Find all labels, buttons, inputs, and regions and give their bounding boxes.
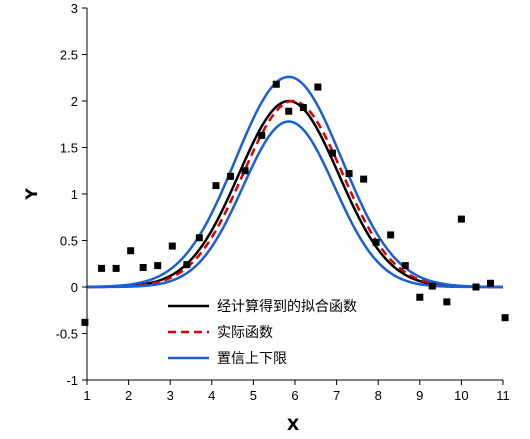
data-point (472, 283, 480, 291)
data-point (195, 234, 203, 242)
data-point (168, 242, 176, 250)
x-tick-label: 11 (496, 388, 510, 403)
data-point (127, 247, 135, 255)
data-point (227, 172, 235, 180)
x-tick-label: 5 (250, 388, 257, 403)
data-point (501, 314, 509, 322)
data-point (299, 104, 307, 112)
x-tick-label: 4 (208, 388, 215, 403)
data-point (139, 263, 147, 271)
data-point (183, 261, 191, 269)
legend-label: 置信上下限 (217, 351, 287, 367)
axes: 1 2 3 4 5 6 7 8 9 10 11 -1 -0.5 0 0.5 1 1.5 2 2.5 3 (56, 1, 510, 403)
data-point (428, 282, 436, 290)
data-point (285, 107, 293, 115)
x-axis-title: X (287, 415, 300, 434)
x-tick-label: 3 (167, 388, 174, 403)
data-point (98, 264, 106, 272)
y-tick-label: 2 (71, 94, 78, 109)
data-point (241, 167, 249, 175)
x-tick-label: 1 (83, 388, 90, 403)
data-point (345, 170, 353, 178)
y-tick-label: 2.5 (60, 48, 78, 63)
data-point (443, 298, 451, 306)
x-tick-label: 6 (291, 388, 298, 403)
y-axis-title: Y (22, 188, 41, 201)
data-point (387, 231, 395, 239)
y-tick-label: 1.5 (60, 141, 78, 156)
data-point (416, 293, 424, 301)
x-tick-label: 8 (375, 388, 382, 403)
data-point (328, 149, 336, 157)
x-tick-label: 2 (125, 388, 132, 403)
y-tick-label: -1 (66, 373, 78, 388)
data-point (457, 215, 465, 223)
series-line-3 (86, 75, 504, 289)
legend-label: 经计算得到的拟合函数 (217, 298, 357, 315)
y-tick-label: 1 (71, 187, 78, 202)
legend-label: 实际函数 (217, 325, 273, 341)
data-point (154, 262, 162, 270)
series-line-2 (87, 99, 503, 289)
data-point (212, 182, 220, 190)
y-tick-label: 0 (71, 280, 78, 295)
data-point (401, 262, 409, 270)
x-tick-label: 9 (416, 388, 423, 403)
point-layer (81, 80, 509, 326)
data-point (314, 83, 322, 91)
x-tick-label: 10 (454, 388, 468, 403)
data-point (372, 238, 380, 246)
data-point (258, 131, 266, 139)
data-point (81, 318, 89, 326)
series-line-1 (86, 99, 503, 289)
curve-layer (86, 75, 504, 289)
series-line-4 (87, 120, 503, 289)
x-tick-label: 7 (333, 388, 340, 403)
data-point (360, 175, 368, 183)
y-tick-label: 3 (71, 1, 78, 16)
y-tick-label: -0.5 (56, 327, 78, 342)
data-point (272, 80, 280, 88)
data-point (112, 264, 120, 272)
y-tick-label: 0.5 (60, 234, 78, 249)
data-point (487, 279, 495, 287)
